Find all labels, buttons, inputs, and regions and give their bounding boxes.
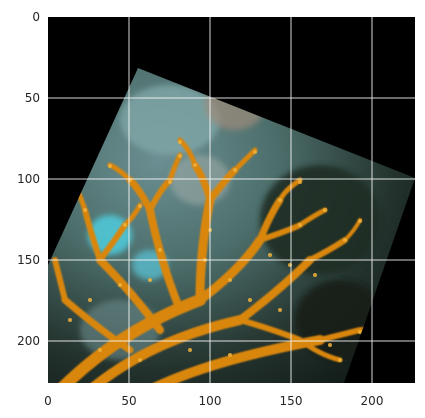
x-tick-label: 50 xyxy=(121,394,136,408)
y-tick-label: 100 xyxy=(17,172,40,186)
y-tick-label: 200 xyxy=(17,334,40,348)
x-tick-label: 200 xyxy=(361,394,384,408)
y-tick-labels: 0 50 100 150 200 xyxy=(17,10,40,348)
x-tick-labels: 0 50 100 150 200 xyxy=(44,394,383,408)
x-tick-label: 100 xyxy=(199,394,222,408)
x-tick-label: 150 xyxy=(280,394,303,408)
y-tick-label: 0 xyxy=(32,10,40,24)
x-tick-label: 0 xyxy=(44,394,52,408)
y-tick-label: 150 xyxy=(17,253,40,267)
y-tick-label: 50 xyxy=(25,91,40,105)
